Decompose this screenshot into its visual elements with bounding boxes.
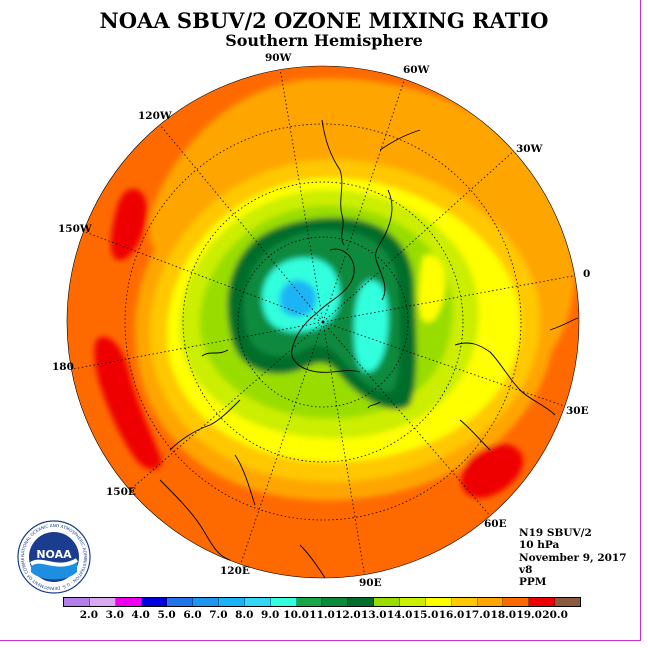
lon-label-120w: 120W [138,110,172,122]
colorbar-segment [193,598,220,606]
colorbar-tick-label: 20.0 [542,609,568,621]
colorbar-segment [167,598,194,606]
colorbar-segment [348,598,375,606]
field-band-9 [279,280,317,317]
colorbar-tick-label: 17.0 [464,609,491,621]
colorbar-tick-label: 19.0 [516,609,542,621]
lon-label-120e: 120E [220,565,250,577]
colorbar-tick-label: 13.0 [361,609,387,621]
colorbar-segment [503,598,530,606]
page-frame [0,0,641,641]
info-block: N19 SBUV/2 10 hPa November 9, 2017 v8 PP… [519,527,627,588]
colorbar-segment [296,598,323,606]
field-red-180 [94,336,162,470]
colorbar-tick-label: 14.0 [386,609,413,621]
lon-label-150w: 150W [58,223,92,235]
colorbar-tick-label: 10.0 [283,609,309,621]
colorbar-tick-label: 16.0 [438,609,465,621]
colorbar-tick-label: 11.0 [309,609,335,621]
colorbar-tick-label: 6.0 [183,609,202,621]
map-subtitle: Southern Hemisphere [225,31,423,50]
info-units: PPM [519,576,547,589]
lon-label-0: 0 [583,268,591,280]
field-band-10-right [354,280,389,372]
map-boundary [66,65,580,579]
colorbar-tick-label: 5.0 [157,609,176,621]
info-date: November 9, 2017 [519,551,627,564]
noaa-logo-icon: NOAA NATIONAL OCEANIC AND ATMOSPHERIC AD… [17,520,91,594]
colorbar-tick-label: 18.0 [490,609,517,621]
field-band-yellow-spot [418,254,446,323]
colorbar-segment [270,598,297,606]
colorbar-segment [64,598,90,606]
colorbar-segment [219,598,245,606]
colorbar-segment [451,598,478,606]
field-red-60e [461,444,524,499]
lon-label-180: 180 [52,361,74,373]
lon-label-150e: 150E [106,486,136,498]
coastlines [159,119,579,578]
colorbar-segment [89,598,116,606]
colorbar-tick-label: 4.0 [131,609,150,621]
lon-label-60w: 60W [403,64,430,76]
colorbar-segment [322,598,349,606]
colorbar-segment [141,598,168,606]
colorbar-segment [399,598,426,606]
lon-label-90e: 90E [359,577,382,589]
lon-label-30e: 30E [566,405,589,417]
colorbar-tick-label: 3.0 [105,609,124,621]
lon-label-30w: 30W [516,143,543,155]
colorbar-segment [244,598,271,606]
colorbar-segment [425,598,452,606]
colorbar-tick-label: 7.0 [209,609,228,621]
info-level: 10 hPa [519,539,560,552]
colorbar-segment [529,598,556,606]
lon-label-90w: 90W [265,52,292,64]
colorbar-segment [115,598,142,606]
colorbar-tick-label: 12.0 [335,609,361,621]
colorbar-tick-label: 15.0 [412,609,439,621]
colorbar-tick-label: 9.0 [261,609,280,621]
colorbar-tick-label: 2.0 [79,609,99,621]
info-version: v8 [519,563,533,576]
colorbar-segment [555,598,580,606]
colorbar-ticks: 2.0 3.0 4.0 5.0 6.0 7.0 8.0 9.0 10.0 11.0 12.0 13.0… [63,609,581,623]
map-title: NOAA SBUV/2 OZONE MIXING RATIO [99,8,549,33]
colorbar-segment [477,598,504,606]
colorbar [63,597,581,607]
field-red-150w [110,189,148,261]
colorbar-segment [374,598,400,606]
colorbar-tick-label: 8.0 [235,609,254,621]
info-instrument: N19 SBUV/2 [519,527,592,539]
logo-text: NOAA [36,548,72,561]
graticule [67,67,579,578]
lon-label-60e: 60E [484,518,507,530]
